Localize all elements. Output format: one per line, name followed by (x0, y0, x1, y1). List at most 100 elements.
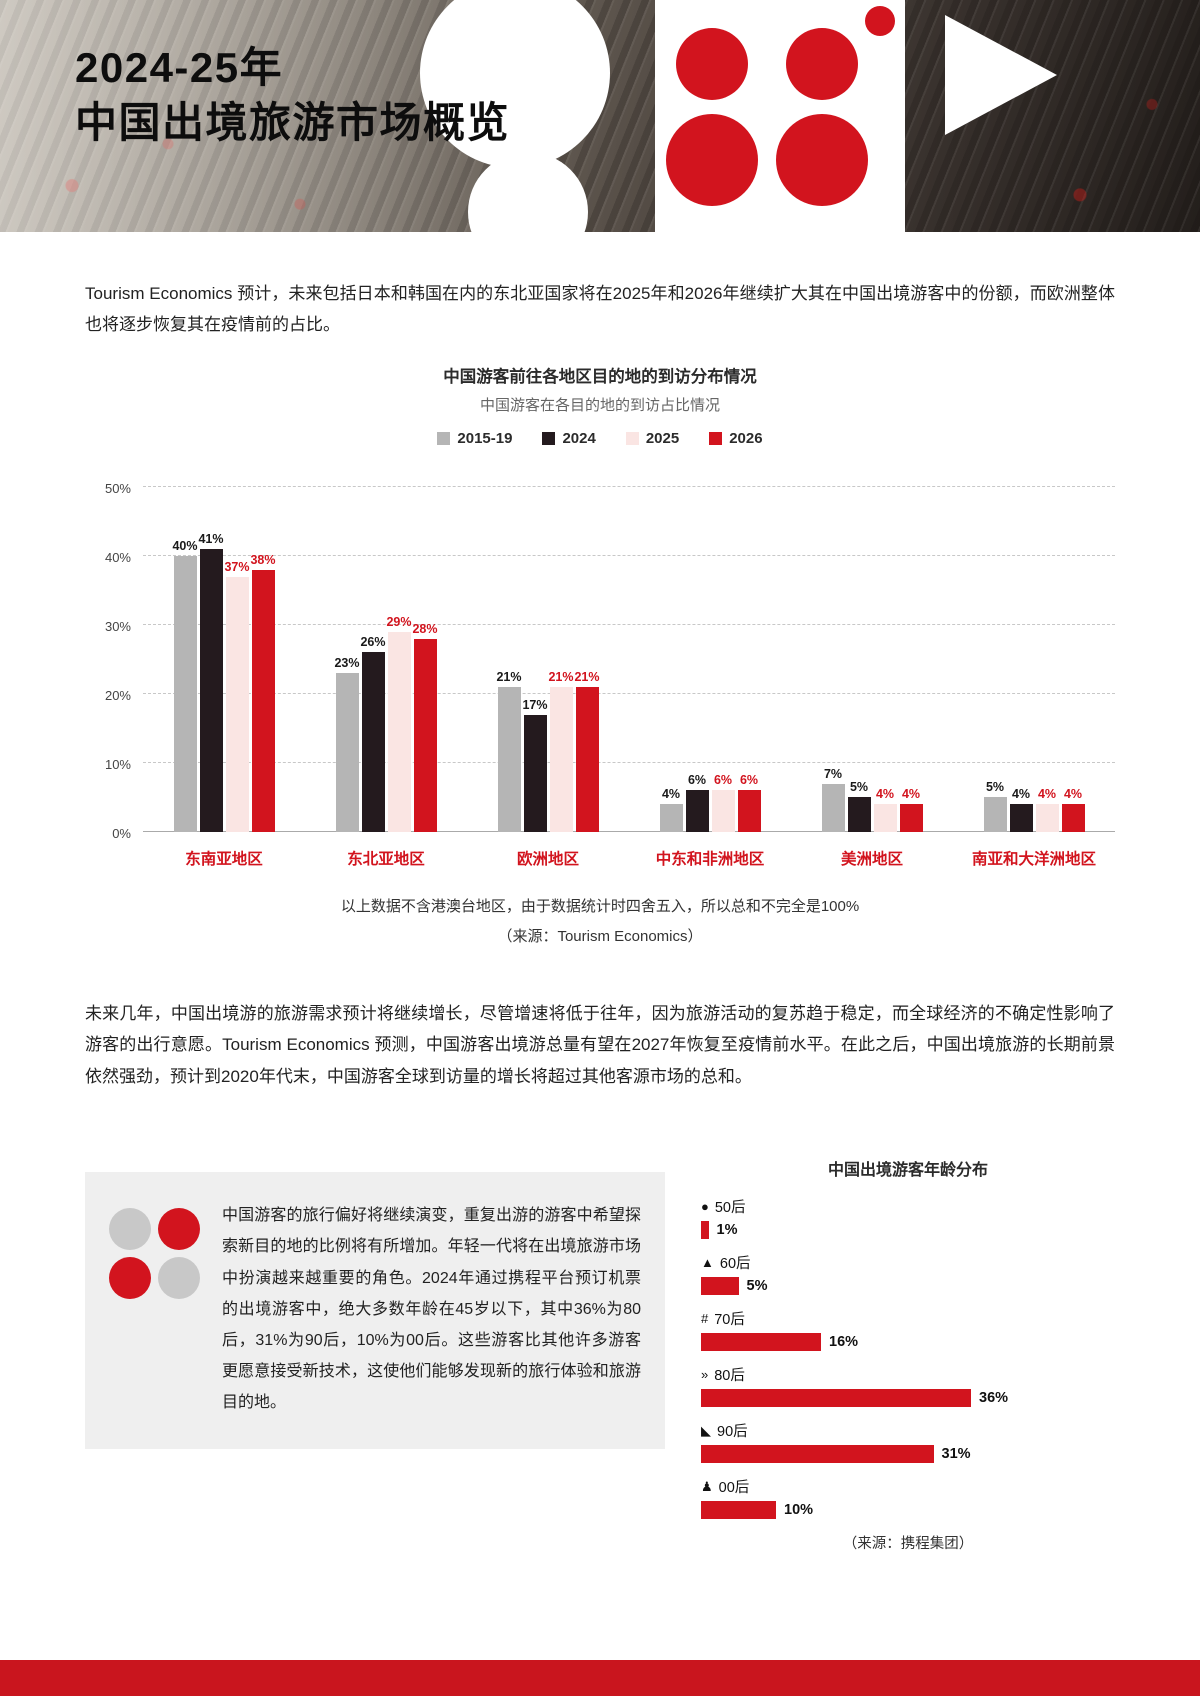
age-row-name: 80后 (714, 1368, 745, 1385)
y-tick-label: 20% (104, 687, 131, 703)
age-chart-title: 中国出境游客年龄分布 (827, 1162, 988, 1180)
bar-column: 4% (659, 487, 683, 832)
header-decor (0, 0, 1200, 232)
legend-label: 2015-19 (457, 429, 513, 447)
bar-2024 (361, 652, 385, 832)
bar-2024 (523, 714, 547, 832)
bar-2025 (873, 804, 897, 832)
bar-2024 (1009, 804, 1033, 832)
bar-column: 4% (1035, 487, 1059, 832)
chart1-note: 以上数据不含港澳台地区，由于数据统计时四舍五入，所以总和不完全是100% (340, 897, 860, 915)
legend-swatch (709, 431, 723, 445)
bar-value-label: 5% (849, 780, 869, 795)
legend-swatch (437, 431, 451, 445)
bar-value-label: 37% (224, 559, 250, 574)
bar-value-label: 21% (574, 669, 600, 684)
bar-group: 40% 41% 37% 38% (143, 487, 305, 832)
decor-white-circle (468, 152, 588, 232)
legend-label: 2025 (645, 429, 680, 447)
legend-label: 2024 (562, 429, 596, 447)
logo-circle-red (109, 1257, 151, 1300)
chart1-subtitle: 中国游客在各目的地的到访占比情况 (479, 396, 720, 414)
age-row-name: 70后 (714, 1312, 745, 1329)
intro-paragraph: Tourism Economics 预计，未来包括日本和韩国在内的东北亚国家将在… (85, 284, 1115, 335)
age-bar (701, 1445, 934, 1464)
x-axis-category: 东南亚地区 (185, 850, 263, 868)
bar-column: 4% (873, 487, 897, 832)
age-row-label: #70后 (701, 1308, 1115, 1329)
info-box: 中国游客的旅行偏好将继续演变，重复出游的游客中希望探索新目的地的比例将有所增加。… (85, 1172, 665, 1449)
bar-2024 (685, 790, 709, 832)
bar-column: 21% (574, 487, 600, 832)
bar-value-label: 4% (901, 787, 921, 802)
bar-value-label: 7% (823, 766, 843, 781)
y-tick-label: 30% (104, 618, 131, 634)
bar-2015-19 (983, 797, 1007, 832)
y-tick-label: 50% (104, 480, 131, 496)
age-row-bar-line: 1% (701, 1221, 1115, 1240)
bar-group: 7% 5% 4% 4% (791, 487, 953, 832)
bar-column: 29% (386, 487, 412, 832)
age-row: ◣ 90后 31% (701, 1420, 1115, 1464)
chart1-plot-area: 40% 41% 37% 38% 23% 26% 29% 28% 21% 17% 21% 21% 4% 6%… (143, 485, 1115, 869)
y-tick-label: 40% (104, 549, 131, 565)
destination-chart-section: 中国游客前往各地区目的地的到访分布情况 中国游客在各目的地的到访占比情况 201… (85, 363, 1115, 946)
age-row-label: » 80后 (701, 1364, 1115, 1385)
generation-icon: ▲ (701, 1255, 714, 1271)
decor-red-circle (865, 6, 895, 36)
legend-item: 2024 (542, 429, 596, 447)
age-chart-source: （来源：携程集团） (842, 1536, 974, 1553)
age-bar-value: 1% (716, 1222, 738, 1239)
x-axis-category: 南亚和大洋洲地区 (971, 850, 1096, 868)
x-axis-category: 欧洲地区 (516, 850, 579, 868)
bar-column: 40% (172, 487, 198, 832)
bar-2026 (737, 790, 761, 832)
decor-red-circle (786, 28, 858, 100)
age-row-bar-line: 5% (701, 1277, 1115, 1296)
chart1-source: （来源：Tourism Economics） (497, 927, 703, 945)
outlook-paragraph: 未来几年，中国出境游的旅游需求预计将继续增长，尽管增速将低于往年，因为旅游活动的… (85, 1003, 1115, 1086)
logo-circle-gray (109, 1208, 151, 1251)
chart1-plot: 40% 41% 37% 38% 23% 26% 29% 28% 21% 17% 21% 21% 4% 6%… (143, 487, 1115, 832)
decor-red-circle (666, 114, 758, 206)
bar-column: 6% (737, 487, 761, 832)
bar-2026 (251, 569, 275, 832)
bar-2025 (387, 631, 411, 832)
age-row-label: ◣ 90后 (701, 1420, 1115, 1441)
chart1-title: 中国游客前往各地区目的地的到访分布情况 (443, 367, 757, 386)
bar-value-label: 21% (496, 669, 522, 684)
bar-2015-19 (173, 555, 197, 832)
bar-value-label: 4% (875, 787, 895, 802)
legend-swatch (625, 431, 639, 445)
bar-2025 (549, 686, 573, 832)
bar-2025 (1035, 804, 1059, 832)
bar-value-label: 28% (412, 621, 438, 636)
x-axis-category: 美洲地区 (840, 850, 903, 868)
footer-bar (0, 1660, 1200, 1696)
bar-column: 17% (522, 487, 548, 832)
age-row: » 80后 36% (701, 1364, 1115, 1408)
age-bar (701, 1277, 739, 1296)
age-row-name: 00后 (718, 1480, 750, 1497)
bar-column: 5% (983, 487, 1007, 832)
bar-group: 5% 4% 4% 4% (953, 487, 1115, 832)
bar-column: 37% (224, 487, 250, 832)
bar-column: 38% (250, 487, 276, 832)
bar-group: 21% 17% 21% 21% (467, 487, 629, 832)
age-bar-value: 31% (941, 1446, 971, 1463)
page-content: Tourism Economics 预计，未来包括日本和韩国在内的东北亚国家将在… (0, 278, 1200, 1553)
bar-column: 4% (1061, 487, 1085, 832)
decor-red-circle (776, 114, 868, 206)
bar-value-label: 29% (386, 614, 412, 629)
age-row: #70后 16% (701, 1308, 1115, 1352)
bar-2026 (575, 686, 599, 832)
lower-section: 中国游客的旅行偏好将继续演变，重复出游的游客中希望探索新目的地的比例将有所增加。… (85, 1156, 1115, 1553)
four-circles-logo (109, 1200, 200, 1418)
age-row-label: ▲ 60后 (701, 1252, 1115, 1273)
bar-column: 41% (198, 487, 224, 832)
bar-value-label: 40% (172, 538, 198, 553)
chart1-gridlines (143, 485, 1115, 832)
bar-2024 (847, 797, 871, 832)
logo-circle-red (158, 1208, 200, 1251)
grid-line (143, 761, 1115, 763)
